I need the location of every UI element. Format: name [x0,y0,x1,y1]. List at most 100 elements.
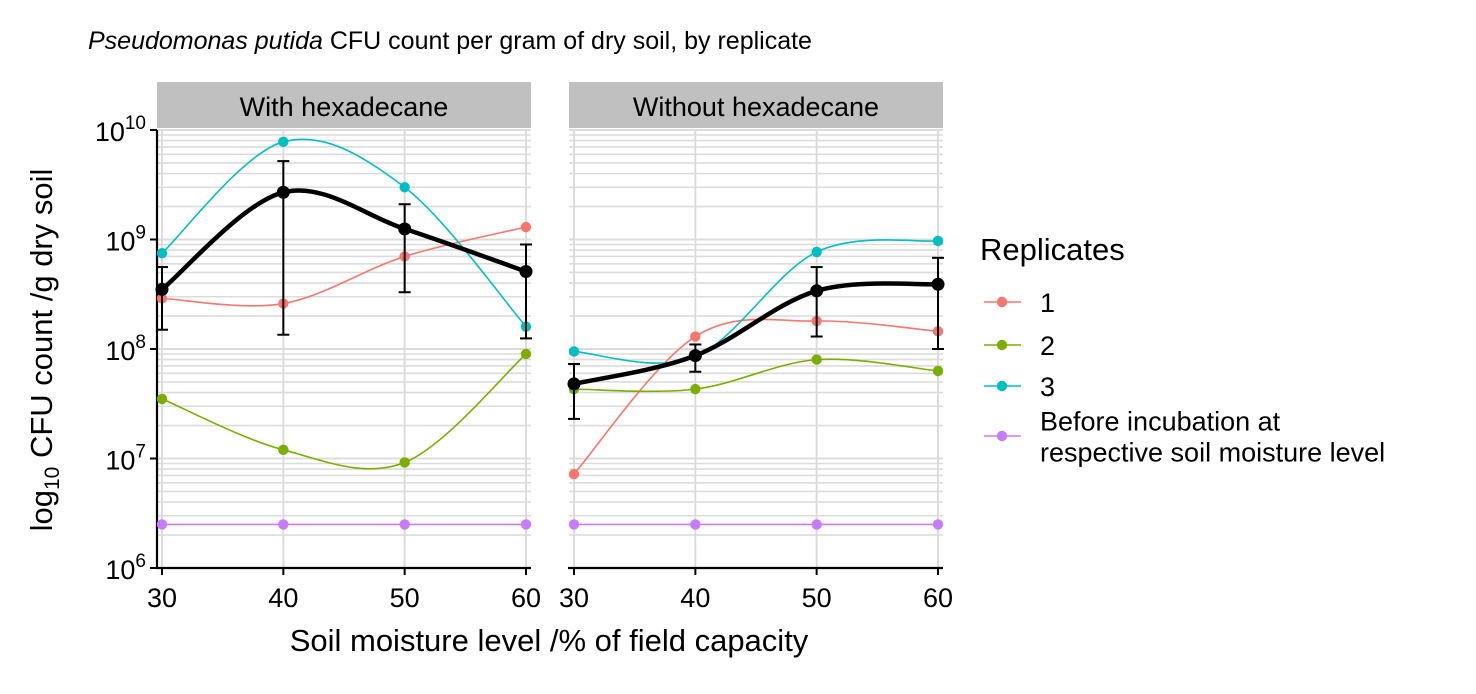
data-point [520,348,532,360]
series-line [573,318,939,475]
error-bar [810,266,823,338]
data-point [156,247,168,259]
data-point [690,383,701,395]
data-point [690,331,701,342]
y-tick-base: 10 [95,117,125,147]
legend-label: Before incubation at [1040,407,1281,437]
data-point [399,457,410,468]
panel-strip [157,82,531,128]
mean-point [398,222,412,236]
x-tick-label: 50 [390,583,420,613]
y-tick-base: 10 [105,227,135,257]
data-point [932,365,944,377]
panel-grid [157,129,531,569]
mean-point [688,349,702,363]
data-point [520,221,532,233]
legend-label: 1 [1040,288,1055,318]
series-line [573,239,939,364]
error-bar [520,243,532,340]
data-point [278,444,289,456]
data-point [932,519,944,530]
panel-grid [569,129,943,569]
y-tick-base: 10 [105,555,135,585]
data-point [399,519,410,530]
series-line [161,138,527,328]
series-3 [568,235,944,364]
data-point [278,519,289,530]
series-2 [568,354,944,395]
error-bar [156,266,168,331]
error-bar [568,362,580,420]
legend-entry-2: 2 [984,331,1055,361]
chart-title-italic: Pseudomonas putida [88,27,323,55]
panel-2: Without hexadecane 30 40 50 60 [559,82,953,613]
legend-key-point [996,296,1008,308]
x-tick-label: 50 [802,583,832,613]
y-tick-label: 108 [105,332,146,366]
x-axis-label: Soil moisture level /% of field capacity [290,623,809,658]
panel-strip-label: Without hexadecane [633,92,879,122]
y-tick-label: 106 [105,551,146,585]
series-1 [156,221,532,309]
y-tick-base: 10 [105,446,135,476]
legend-key-point [996,380,1008,392]
legend: Replicates 1 2 3 Before incubation atrespec… [980,232,1385,468]
series-2 [156,348,532,470]
mean-point [567,377,581,391]
series-line [161,226,527,307]
y-tick-label: 109 [105,223,146,257]
y-axis-label-rest: CFU count /g dry soil [24,169,59,467]
legend-label: 2 [1040,331,1055,361]
y-tick-label: 1010 [95,113,146,147]
data-point [811,519,822,530]
mean-point [931,277,945,291]
legend-label: 3 [1040,372,1055,402]
x-tick-label: 60 [923,583,953,613]
y-tick-exponent: 10 [125,113,146,134]
data-point [568,468,580,480]
data-point [278,136,289,148]
y-axis-label-subscript: 10 [41,467,64,490]
x-tick-label: 30 [559,583,589,613]
y-axis-label: log10 CFU count /g dry soil [24,169,64,532]
panel-strip-label: With hexadecane [240,92,449,122]
data-point [690,519,701,530]
x-tick-label: 40 [680,583,710,613]
mean-point [810,284,824,298]
data-point [811,354,822,365]
series-before [568,519,944,530]
data-point [568,346,580,357]
legend-title: Replicates [980,232,1125,267]
data-point [399,182,410,193]
panel-strip [569,82,943,128]
y-tick-exponent: 6 [135,551,146,572]
data-point [156,519,168,530]
y-tick-label: 107 [105,442,146,476]
error-bar [398,203,411,294]
data-point [520,519,532,530]
chart-title-rest: CFU count per gram of dry soil, by repli… [323,27,812,55]
data-point [568,519,580,530]
mean-point [155,282,169,296]
x-tick-label: 30 [147,583,177,613]
legend-key-point [996,339,1008,351]
y-tick-exponent: 9 [135,223,146,244]
x-tick-label: 40 [268,583,298,613]
legend-label: respective soil moisture level [1040,438,1385,468]
mean-point [276,185,290,199]
y-tick-base: 10 [105,336,135,366]
error-bar [932,256,944,350]
legend-entry-3: 3 [984,372,1055,402]
series-line [573,358,939,393]
data-point [932,235,944,247]
legend-entry-1: 1 [984,288,1055,318]
data-point [156,393,168,405]
mean-point [519,265,533,279]
mean-line [573,281,939,387]
legend-key-point [996,430,1008,442]
y-tick-exponent: 7 [135,442,146,463]
